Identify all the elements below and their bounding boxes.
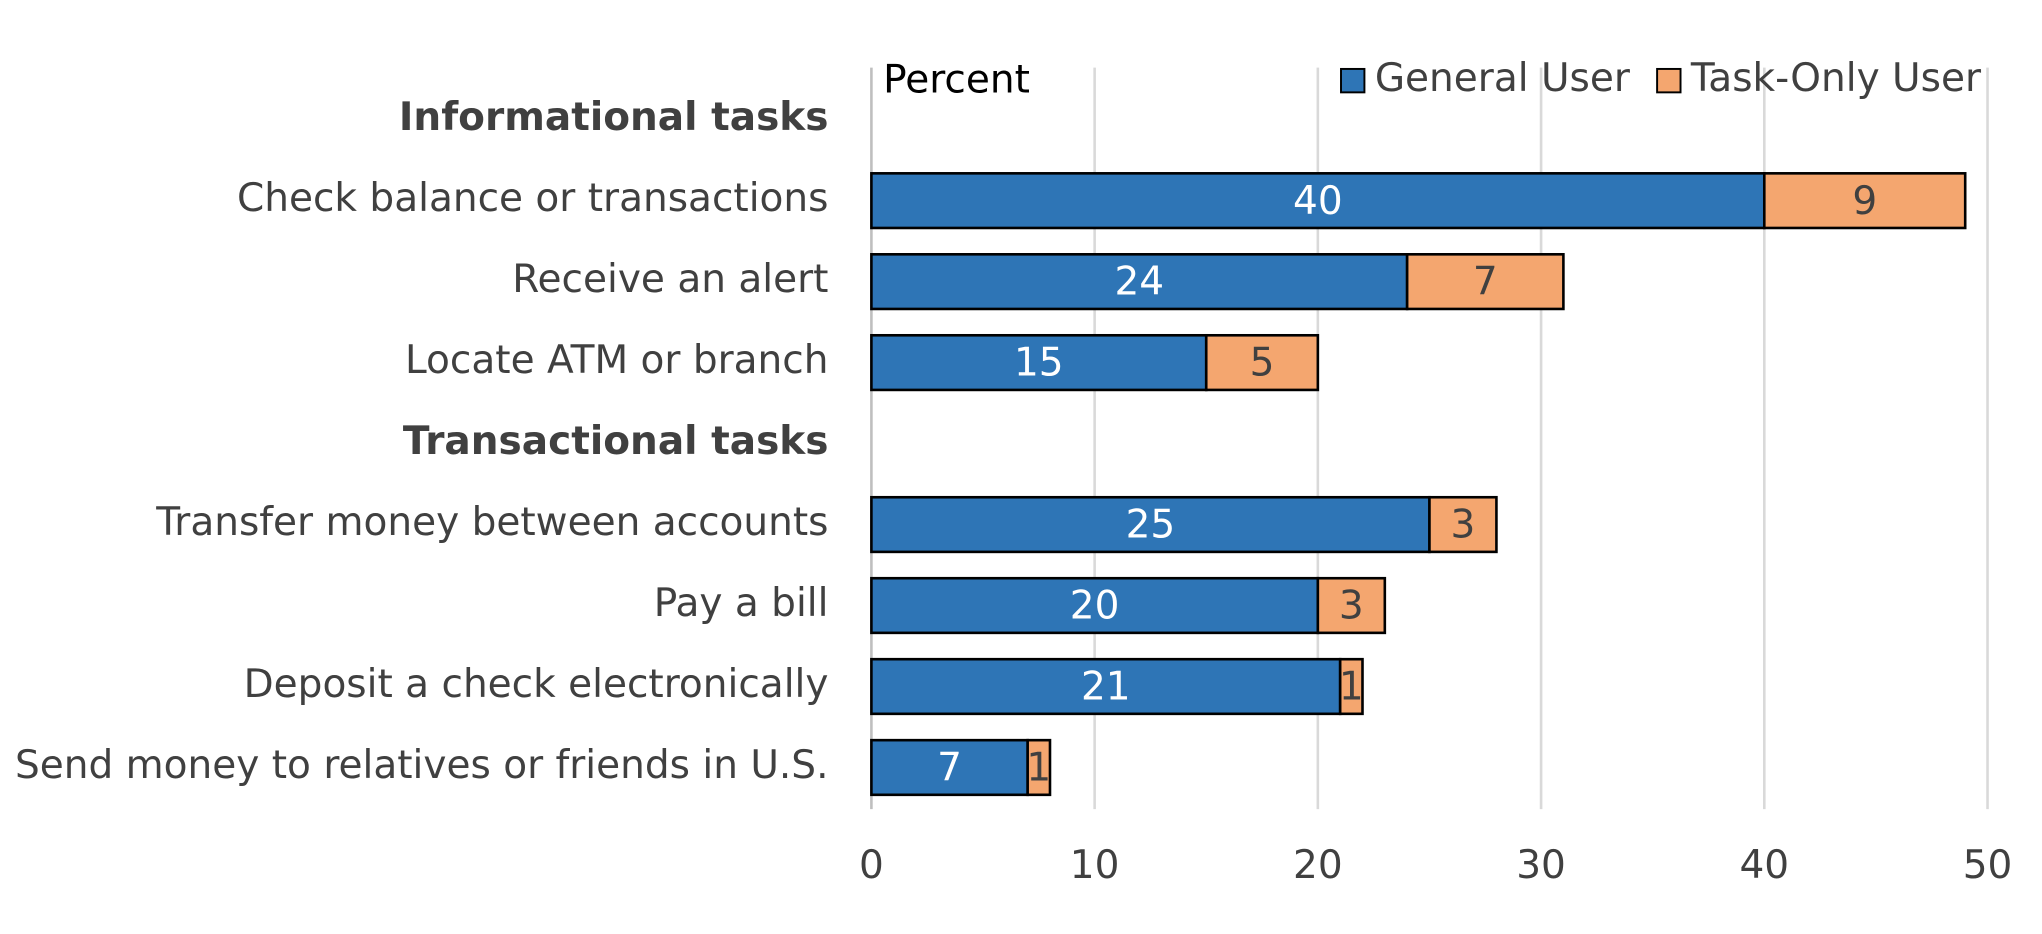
data-label: 7 [937, 746, 962, 791]
data-label: 1 [1026, 746, 1051, 791]
bar [1428, 495, 1498, 554]
y-tick-label: Receive an alert [512, 257, 828, 302]
data-label: 40 [1293, 179, 1343, 224]
legend-label: Task-Only User [1690, 56, 1982, 101]
y-tick-label: Check balance or transactions [237, 176, 828, 221]
data-label: 3 [1339, 584, 1364, 629]
y-tick-label: Send money to relatives or friends in U.… [15, 743, 828, 788]
bar [1204, 333, 1320, 392]
x-tick-label: 20 [1293, 843, 1343, 888]
data-label: 5 [1250, 341, 1275, 386]
legend-swatch [1656, 67, 1682, 94]
x-tick-label: 10 [1070, 843, 1120, 888]
data-label: 9 [1852, 179, 1877, 224]
data-label: 7 [1473, 260, 1498, 305]
legend-swatch [1340, 67, 1366, 94]
y-tick-label: Transfer money between accounts [155, 500, 828, 545]
bar [1026, 738, 1052, 797]
y-tick-label: Pay a bill [654, 581, 829, 626]
group-label: Informational tasks [399, 95, 829, 140]
data-label: 15 [1014, 341, 1064, 386]
y-tick-label: Deposit a check electronically [244, 662, 829, 707]
bar [870, 495, 1431, 554]
bar [870, 657, 1342, 716]
bar [1316, 576, 1387, 635]
data-label: 25 [1126, 503, 1176, 548]
legend-label: General User [1375, 56, 1631, 101]
bar [870, 576, 1320, 635]
bar [870, 333, 1208, 392]
data-label: 24 [1114, 260, 1164, 305]
y-tick-label: Locate ATM or branch [405, 338, 828, 383]
group-label: Transactional tasks [403, 419, 829, 464]
data-label: 21 [1081, 665, 1131, 710]
bar [1405, 253, 1565, 311]
data-label: 1 [1339, 665, 1364, 710]
x-tick-label: 0 [859, 843, 884, 888]
data-label: 3 [1451, 503, 1476, 548]
bar [1762, 172, 1967, 230]
bar [1338, 657, 1364, 716]
x-tick-label: 50 [1963, 843, 2013, 888]
data-label: 20 [1070, 584, 1120, 629]
x-tick-label: 40 [1739, 843, 1789, 888]
axis-label: Percent [883, 57, 1030, 102]
x-tick-label: 30 [1516, 843, 1566, 888]
bar [870, 172, 1766, 230]
